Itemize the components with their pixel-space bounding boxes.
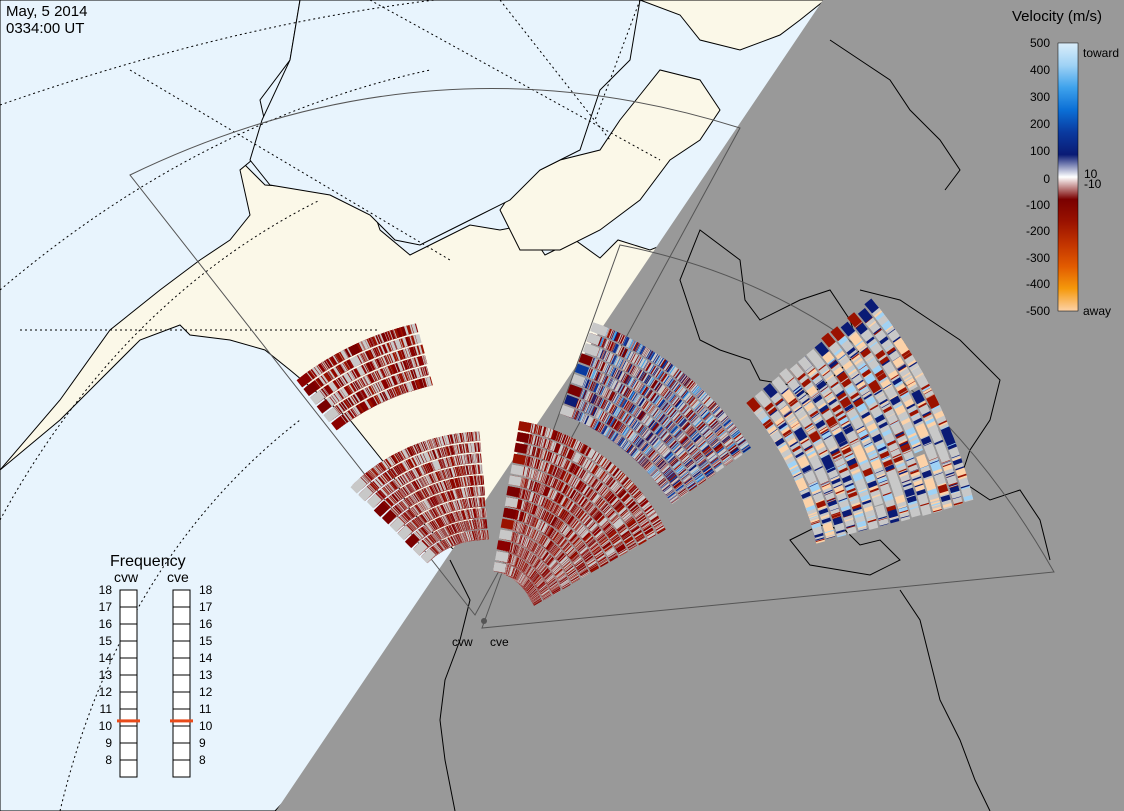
arctic-islands: [499, 69, 721, 251]
fov-cvw: [129, 88, 741, 616]
ocean-beaufort: [249, 0, 641, 246]
labrador-coast: [859, 289, 1051, 561]
greenland-coast: [829, 39, 961, 191]
us-east-coast: [899, 589, 991, 811]
ocean-bering: [0, 0, 301, 471]
us-west-coast: [439, 559, 471, 811]
radar-echoes: [296, 298, 974, 606]
echo-cell: [420, 548, 436, 564]
graticule: [0, 0, 661, 811]
